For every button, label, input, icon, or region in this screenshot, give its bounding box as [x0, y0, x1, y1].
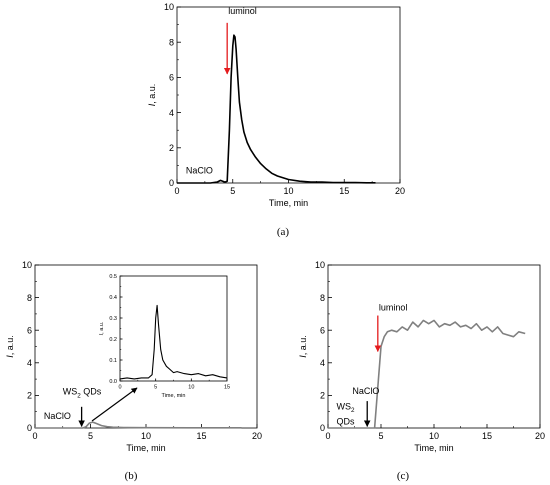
chart-b-inset-x-tick-label: 0	[118, 385, 121, 391]
chart-a-y-axis-label-unit: , a.u.	[147, 84, 157, 104]
chart-b-y-axis-label-symbol: I	[5, 355, 15, 358]
chart-a-y-axis-label-symbol: I	[147, 103, 157, 106]
chart-b-inset-y-tick-label: 0.3	[109, 316, 117, 322]
chart-a-x-tick-label: 5	[230, 186, 235, 196]
chart-a-x-tick-label: 15	[339, 186, 349, 196]
chart-a-y-tick-label: 8	[169, 37, 174, 47]
chart-c-annotation: luminol	[379, 303, 408, 313]
chart-b-inset-y-tick-label: 0.5	[109, 274, 117, 280]
chart-a-y-tick-label: 10	[164, 2, 174, 12]
chart-b-inset-series-line	[119, 304, 228, 380]
chart-b-annotation-text: WS	[63, 387, 78, 397]
chart-a-annotation-text: NaClO	[186, 165, 213, 175]
chart-c-annotation-text: luminol	[379, 303, 408, 313]
chart-b-inset-y-tick-label: 0.1	[109, 358, 117, 364]
chart-b-y-tick-label: 4	[27, 358, 32, 368]
chart-b-annotation: NaClO	[44, 411, 71, 421]
chart-b-inset-y-axis-label: I, a.u.	[99, 321, 105, 335]
chart-b-annotation-subscript: 2	[77, 392, 81, 399]
chart-c-y-axis-label-unit: , a.u.	[298, 335, 308, 355]
chart-c-x-tick-label: 15	[482, 431, 492, 441]
chart-c-y-tick-label: 6	[320, 325, 325, 335]
panel-label-b: (b)	[125, 470, 138, 482]
chart-a-y-tick-label: 6	[169, 73, 174, 83]
chart-c-y-tick-label: 10	[315, 260, 325, 270]
chart-a-x-tick-label: 20	[395, 186, 405, 196]
chart-b-y-tick-label: 8	[27, 293, 32, 303]
chart-b-inset-x-tick-label: 10	[188, 385, 194, 391]
chart-b-x-tick-label: 5	[88, 431, 93, 441]
chart-a-annotation: NaClO	[186, 165, 213, 175]
chart-a-y-tick-label: 2	[169, 143, 174, 153]
chart-a-plot-frame	[176, 6, 401, 184]
chart-b-inset-x-tick-label: 15	[224, 385, 230, 391]
panel-label-a: (a)	[277, 226, 290, 238]
chart-b-y-tick-label: 10	[22, 260, 32, 270]
chart-a-series-line	[177, 34, 376, 184]
inset-pointer-arrow	[91, 387, 138, 422]
chart-b-x-tick-label: 15	[196, 431, 206, 441]
chart-a-y-tick-label: 0	[169, 178, 174, 188]
chart-c-y-tick-label: 8	[320, 293, 325, 303]
chart-b-annotation: WS2 QDs	[63, 387, 102, 400]
chart-a-x-axis-label: Time, min	[269, 198, 308, 208]
chart-c-annotation-text: NaClO	[352, 386, 379, 396]
chart-c-x-tick-label: 5	[378, 431, 383, 441]
chart-a-annotation-text: luminol	[228, 6, 257, 16]
chart-b-y-axis-label: I, a.u.	[5, 335, 15, 358]
chart-b-inset-y-tick-label: 0.4	[109, 295, 117, 301]
chart-c-annotation: QDs	[336, 417, 355, 427]
chart-b-x-tick-label: 20	[252, 431, 262, 441]
chart-c-series-line	[328, 319, 526, 429]
chart-a-y-axis-label: I, a.u.	[147, 84, 157, 107]
chart-c-x-tick-label: 20	[535, 431, 545, 441]
chart-b-inset-x-axis-label: Time, min	[162, 393, 186, 399]
chart-c-x-tick-label: 0	[325, 431, 330, 441]
chart-b-y-tick-label: 6	[27, 325, 32, 335]
chart-c-annotation-subscript: 2	[351, 407, 355, 414]
chart-c-y-axis-label-symbol: I	[298, 355, 308, 358]
chart-b-inset-x-tick-label: 5	[154, 385, 157, 391]
chart-c-y-tick-label: 0	[320, 423, 325, 433]
chart-a-x-tick-label: 0	[174, 186, 179, 196]
chart-b-y-tick-label: 2	[27, 391, 32, 401]
chart-c-annotation-text: WS	[336, 401, 351, 411]
chart-c-plot-frame	[327, 264, 541, 429]
chart-c-x-tick-label: 10	[429, 431, 439, 441]
chart-b-inset-plot-frame	[119, 275, 228, 382]
chart-a-annotation: luminol	[228, 6, 257, 16]
chart-b-annotation-text: NaClO	[44, 411, 71, 421]
chart-c-y-axis-label: I, a.u.	[298, 335, 308, 358]
chart-b-y-tick-label: 0	[27, 423, 32, 433]
chart-b-y-axis-label-unit: , a.u.	[5, 335, 15, 355]
chart-b-x-tick-label: 10	[141, 431, 151, 441]
chart-c-y-tick-label: 2	[320, 391, 325, 401]
chart-b-inset-y-axis-label-unit: , a.u.	[99, 321, 105, 334]
chart-b-x-tick-label: 0	[32, 431, 37, 441]
chart-a-y-tick-label: 4	[169, 108, 174, 118]
chart-c-y-tick-label: 4	[320, 358, 325, 368]
chart-b-series-line	[35, 421, 242, 429]
chart-b-annotation-text-after: QDs	[81, 387, 102, 397]
chart-c-annotation: NaClO	[352, 386, 379, 396]
chart-a-x-tick-label: 10	[283, 186, 293, 196]
chart-c-annotation-text: QDs	[336, 417, 355, 427]
chart-b-inset-y-axis-label-symbol: I	[99, 333, 105, 335]
chart-c-annotation: WS2	[336, 401, 355, 414]
panel-label-c: (c)	[397, 470, 410, 482]
chart-b-inset-y-tick-label: 0.0	[109, 379, 117, 385]
chart-c-x-axis-label: Time, min	[414, 443, 453, 453]
chart-b-inset-y-tick-label: 0.2	[109, 337, 117, 343]
chart-b-x-axis-label: Time, min	[126, 443, 165, 453]
